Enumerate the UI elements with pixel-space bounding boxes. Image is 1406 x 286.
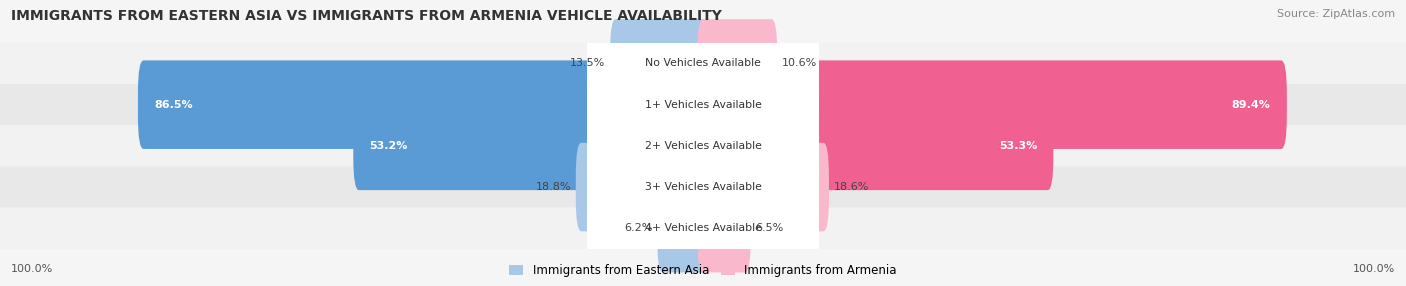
Text: 18.6%: 18.6% (834, 182, 869, 192)
FancyBboxPatch shape (697, 102, 1053, 190)
FancyBboxPatch shape (0, 43, 1406, 84)
Text: 1+ Vehicles Available: 1+ Vehicles Available (644, 100, 762, 110)
FancyBboxPatch shape (588, 51, 818, 158)
Text: Source: ZipAtlas.com: Source: ZipAtlas.com (1277, 9, 1395, 19)
Text: 100.0%: 100.0% (11, 264, 53, 274)
FancyBboxPatch shape (576, 143, 709, 231)
Text: 6.5%: 6.5% (755, 223, 783, 233)
Text: 2+ Vehicles Available: 2+ Vehicles Available (644, 141, 762, 151)
FancyBboxPatch shape (353, 102, 709, 190)
Text: 89.4%: 89.4% (1232, 100, 1271, 110)
FancyBboxPatch shape (610, 19, 709, 108)
FancyBboxPatch shape (588, 93, 818, 199)
Legend: Immigrants from Eastern Asia, Immigrants from Armenia: Immigrants from Eastern Asia, Immigrants… (509, 264, 897, 277)
Text: IMMIGRANTS FROM EASTERN ASIA VS IMMIGRANTS FROM ARMENIA VEHICLE AVAILABILITY: IMMIGRANTS FROM EASTERN ASIA VS IMMIGRAN… (11, 9, 723, 23)
FancyBboxPatch shape (697, 184, 751, 273)
Text: 100.0%: 100.0% (1353, 264, 1395, 274)
Text: 13.5%: 13.5% (569, 59, 605, 68)
FancyBboxPatch shape (588, 175, 818, 281)
FancyBboxPatch shape (0, 84, 1406, 125)
Text: No Vehicles Available: No Vehicles Available (645, 59, 761, 68)
Text: 53.2%: 53.2% (370, 141, 408, 151)
FancyBboxPatch shape (0, 125, 1406, 166)
FancyBboxPatch shape (138, 60, 709, 149)
Text: 4+ Vehicles Available: 4+ Vehicles Available (644, 223, 762, 233)
FancyBboxPatch shape (697, 143, 830, 231)
FancyBboxPatch shape (697, 19, 778, 108)
Text: 10.6%: 10.6% (782, 59, 817, 68)
FancyBboxPatch shape (697, 60, 1286, 149)
Text: 18.8%: 18.8% (536, 182, 571, 192)
FancyBboxPatch shape (588, 10, 818, 117)
FancyBboxPatch shape (0, 208, 1406, 249)
FancyBboxPatch shape (0, 166, 1406, 208)
Text: 86.5%: 86.5% (155, 100, 193, 110)
Text: 53.3%: 53.3% (998, 141, 1038, 151)
Text: 3+ Vehicles Available: 3+ Vehicles Available (644, 182, 762, 192)
Text: 6.2%: 6.2% (624, 223, 652, 233)
FancyBboxPatch shape (588, 134, 818, 240)
FancyBboxPatch shape (657, 184, 709, 273)
